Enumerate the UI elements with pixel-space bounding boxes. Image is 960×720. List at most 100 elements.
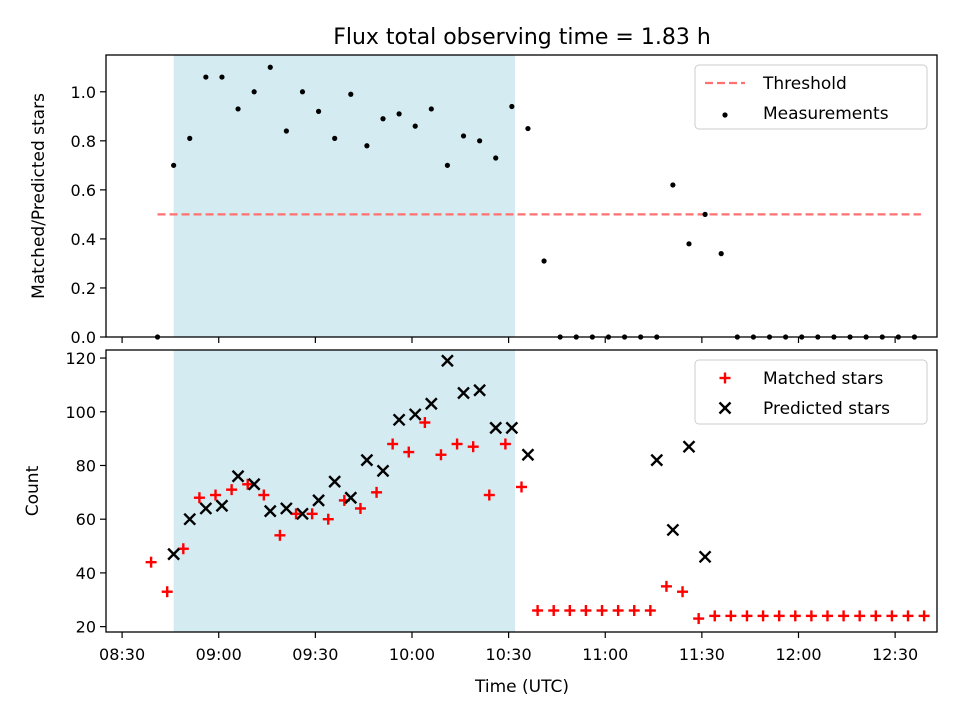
- x-tick-label: 11:30: [679, 645, 725, 664]
- matched-star-point: [290, 508, 302, 520]
- measurement-point: [525, 125, 531, 132]
- x-tick-label: 10:00: [389, 645, 435, 664]
- matched-star-point: [596, 605, 608, 617]
- y-tick-label: 0.6: [71, 181, 96, 200]
- matched-star-point: [757, 610, 769, 622]
- predicted-star-point: [521, 448, 535, 462]
- bottom-panel-star-counts: 20 40 60 80 100 120 08:30 09:00 09:30 10:00 10:30 1…: [23, 349, 938, 664]
- measurement-point: [686, 241, 692, 247]
- measurement-point: [348, 91, 354, 97]
- x-tick-label: 09:00: [196, 645, 242, 664]
- y-axis-label: Count: [23, 465, 43, 516]
- measurement-point: [315, 108, 322, 114]
- matched-star-point: [226, 484, 238, 496]
- matched-star-point: [193, 492, 205, 504]
- predicted-star-point: [183, 512, 197, 526]
- x-tick-label: 10:30: [486, 645, 532, 664]
- matched-star-point: [693, 613, 705, 625]
- legend: Threshold Measurements: [694, 64, 928, 130]
- y-tick-label: 80: [76, 456, 96, 475]
- axes-frame: [105, 54, 938, 338]
- predicted-star-point: [424, 397, 438, 411]
- y-tick-label: 0.8: [71, 132, 96, 151]
- matched-star-point: [258, 489, 270, 501]
- predicted-star-point: [489, 421, 503, 435]
- y-tick-label: 0.4: [71, 230, 96, 249]
- predicted-star-point: [344, 491, 358, 505]
- x-tick-label: 12:30: [872, 645, 918, 664]
- matched-star-point: [564, 605, 576, 617]
- matched-star-point: [435, 449, 447, 461]
- y-tick-label: 120: [65, 349, 96, 368]
- observing-window-shade: [173, 55, 516, 337]
- measurement-point: [332, 135, 338, 141]
- legend-label: Measurements: [763, 104, 889, 124]
- measurement-point: [718, 251, 724, 257]
- matched-star-point: [854, 610, 866, 622]
- x-tick-label: 08:30: [99, 645, 145, 664]
- y-tick-label: 1.0: [71, 83, 96, 102]
- measurement-point: [444, 162, 451, 168]
- x-tick-label: 12:00: [775, 645, 821, 664]
- x-tick-label: 11:00: [582, 645, 628, 664]
- matched-star-point: [741, 610, 753, 622]
- matched-star-point: [354, 502, 366, 514]
- y-tick-label: 100: [65, 403, 96, 422]
- measurement-point: [541, 258, 547, 264]
- matched-star-point: [838, 610, 850, 622]
- predicted-star-point: [167, 547, 180, 561]
- measurement-point: [428, 106, 434, 112]
- matched-star-point: [918, 610, 930, 622]
- matched-star-point: [870, 610, 882, 622]
- legend-matched-swatch: [719, 372, 731, 384]
- measurement-point: [509, 103, 515, 110]
- legend-label: Predicted stars: [763, 399, 890, 419]
- measurement-point: [219, 74, 225, 80]
- legend-measurement-swatch: [722, 112, 728, 118]
- matched-star-point: [467, 441, 479, 453]
- legend-label: Threshold: [762, 74, 847, 94]
- measurement-point: [380, 116, 386, 122]
- figure-title: Flux total observing time = 1.83 h: [333, 25, 711, 50]
- predicted-star-point: [473, 383, 486, 397]
- y-tick-label: 40: [76, 564, 96, 583]
- matched-star-point: [242, 478, 254, 490]
- predicted-star-point: [247, 477, 261, 491]
- predicted-star-point: [199, 502, 213, 515]
- matched-star-point: [499, 438, 511, 450]
- predicted-star-point: [360, 453, 374, 467]
- matched-star-point: [419, 417, 431, 429]
- y-tick-label: 0.0: [71, 328, 96, 347]
- matched-star-point: [403, 446, 415, 458]
- predicted-star-point: [682, 440, 696, 454]
- y-tick-label: 0.2: [71, 279, 96, 298]
- measurement-point: [477, 138, 483, 144]
- top-panel-measurements: 0.0 0.2 0.4 0.6 0.8 1.0 Matched/Predicted star…: [29, 54, 938, 347]
- matched-star-point: [725, 610, 737, 622]
- matched-star-point: [789, 610, 801, 622]
- x-axis-label: Time (UTC): [474, 677, 569, 697]
- predicted-star-point: [312, 494, 325, 507]
- predicted-star-point: [457, 386, 470, 400]
- predicted-star-point: [376, 464, 390, 478]
- legend-predicted-swatch: [718, 401, 732, 415]
- measurement-point: [670, 182, 676, 188]
- legend: Matched stars Predicted stars: [694, 359, 928, 425]
- matched-star-point: [805, 610, 817, 622]
- measurement-point: [364, 143, 370, 149]
- matched-star-point: [677, 586, 689, 598]
- measurement-point: [267, 64, 273, 70]
- matched-star-point: [516, 481, 527, 493]
- matched-star-point: [274, 529, 286, 541]
- predicted-star-point: [231, 469, 245, 483]
- matched-star-point: [902, 610, 914, 622]
- predicted-star-point: [392, 413, 406, 427]
- measurement-point: [396, 111, 402, 117]
- matched-star-point: [773, 610, 785, 622]
- matched-star-point: [145, 556, 157, 568]
- matched-star-point: [886, 610, 898, 622]
- matched-star-point: [644, 605, 656, 617]
- matched-star-point: [612, 605, 624, 617]
- predicted-star-point: [666, 523, 680, 537]
- measurement-point: [460, 133, 467, 139]
